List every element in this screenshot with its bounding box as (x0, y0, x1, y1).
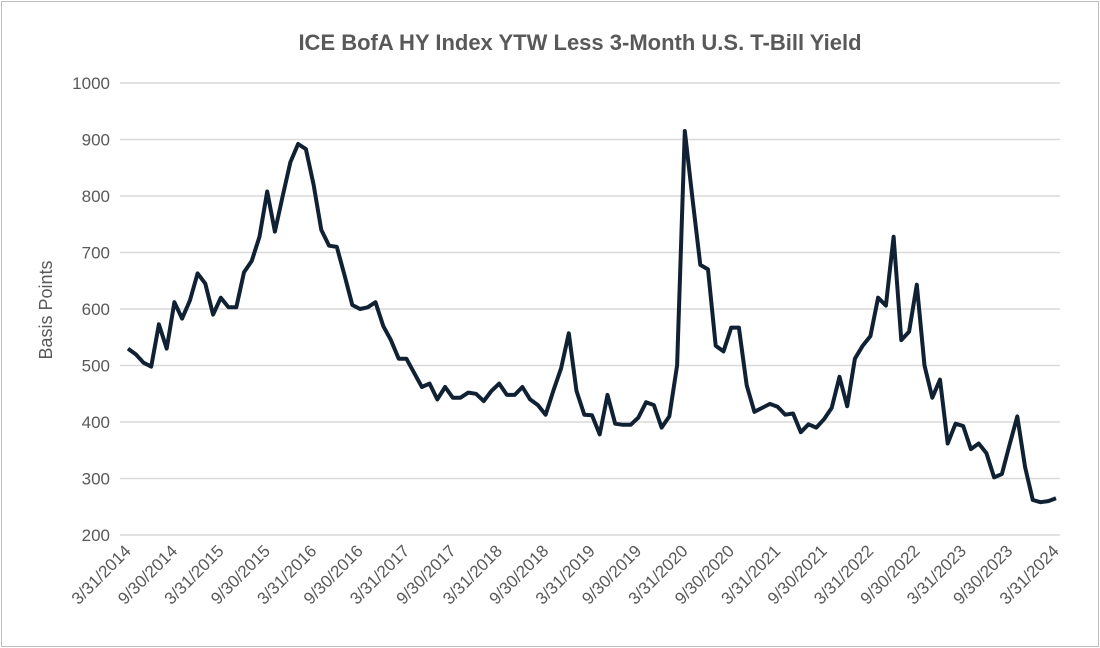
y-tick-label: 700 (82, 244, 110, 263)
chart-title: ICE BofA HY Index YTW Less 3-Month U.S. … (298, 30, 861, 55)
y-tick-label: 1000 (72, 74, 110, 93)
y-tick-label: 500 (82, 357, 110, 376)
y-tick-label: 600 (82, 300, 110, 319)
series-line (126, 129, 1057, 505)
y-tick-label: 300 (82, 470, 110, 489)
y-tick-label: 400 (82, 413, 110, 432)
y-tick-label: 800 (82, 187, 110, 206)
y-axis-label: Basis Points (36, 260, 56, 359)
y-tick-label: 900 (82, 131, 110, 150)
y-tick-label: 200 (82, 526, 110, 545)
